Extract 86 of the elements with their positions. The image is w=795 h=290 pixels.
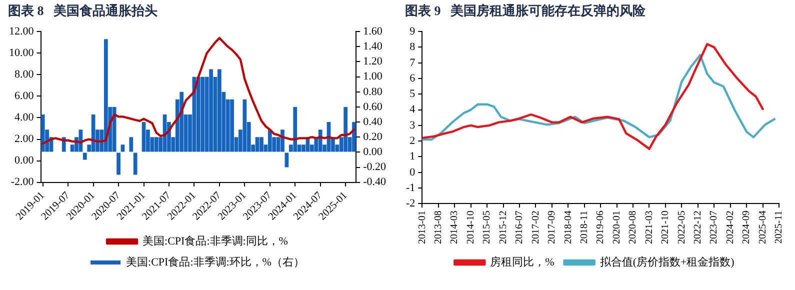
bar xyxy=(242,99,247,152)
legend-label: 美国:CPI食品:非季调:环比，%（右） xyxy=(126,255,304,268)
bar xyxy=(268,130,272,152)
y2-tick-label: 1.00 xyxy=(363,70,383,83)
x-tick-label: 2018-04 xyxy=(562,210,574,244)
y-tick-label: 0.00 xyxy=(14,154,34,167)
y-tick-label: 5 xyxy=(410,88,416,100)
bar xyxy=(293,106,298,152)
x-tick-label: 2024-09 xyxy=(741,210,752,244)
legend-label: 拟合值(房价指数+租金指数) xyxy=(600,255,735,268)
x-tick-label: 2024-02 xyxy=(724,210,736,244)
x-tick-label: 2021-03 xyxy=(644,210,655,244)
y-tick-label: 12.00 xyxy=(9,25,34,38)
x-tick-label: 2025-11 xyxy=(774,210,785,244)
chart-title: 图表 9 美国房租通胀可能存在反弹的风险 xyxy=(404,2,646,20)
y2-tick-label: 0.40 xyxy=(363,116,383,128)
y2-tick-label: 1.60 xyxy=(363,25,383,38)
x-tick-label: 2021-10 xyxy=(660,210,672,244)
y-tick-label: 9 xyxy=(410,25,416,38)
y-tick-label: 2.00 xyxy=(14,133,34,146)
y-tick-label: -1 xyxy=(406,182,416,194)
y-tick-label: 7 xyxy=(410,56,416,69)
bar xyxy=(196,76,200,152)
y-tick-label: -2.00 xyxy=(10,176,34,188)
y-tick-label: 8.00 xyxy=(14,68,34,81)
y-tick-label: 8 xyxy=(410,41,416,54)
x-tick-label: 2014-03 xyxy=(449,210,460,244)
legend-label: 房租同比，% xyxy=(490,255,554,268)
x-tick-label: 2020-01 xyxy=(611,210,622,244)
bar xyxy=(209,69,213,152)
y2-tick-label: 0.20 xyxy=(363,131,383,144)
y-tick-label: 6.00 xyxy=(14,90,34,102)
x-tick-label: 2018-11 xyxy=(578,210,590,244)
bar xyxy=(280,130,284,152)
y2-tick-label: -0.40 xyxy=(363,176,386,188)
bar xyxy=(180,92,184,152)
bar xyxy=(284,152,289,168)
bar xyxy=(230,99,234,152)
y2-tick-label: -0.20 xyxy=(363,161,386,174)
bar xyxy=(112,106,116,152)
x-tick-label: 2020-08 xyxy=(628,210,639,244)
y-tick-label: -2 xyxy=(406,198,416,210)
y-tick-label: 1 xyxy=(410,150,416,163)
y-tick-label: 3 xyxy=(410,119,416,132)
bar xyxy=(104,39,108,152)
x-tick-label: 2014-10 xyxy=(465,210,476,244)
bar xyxy=(129,137,134,152)
x-tick-label: 2023-07 xyxy=(708,210,720,244)
bar xyxy=(218,69,222,152)
x-tick-label: 2017-02 xyxy=(530,210,542,244)
x-tick-label: 2013-01 xyxy=(416,210,428,244)
x-tick-label: 2016-07 xyxy=(514,210,526,244)
bar xyxy=(344,106,348,152)
bar xyxy=(40,114,45,152)
y-tick-label: 0 xyxy=(410,166,416,178)
y2-tick-label: 0.80 xyxy=(363,86,383,98)
x-tick-label: 2022-05 xyxy=(676,210,688,244)
y2-tick-label: 1.20 xyxy=(363,56,383,68)
bar xyxy=(352,122,356,152)
y-tick-label: 6 xyxy=(410,72,416,84)
bar xyxy=(260,137,264,152)
bar xyxy=(133,152,138,175)
x-tick-label: 2017-09 xyxy=(546,210,558,244)
bar xyxy=(255,137,260,152)
legend-label: 美国:CPI食品:非季调:同比，% xyxy=(142,234,288,248)
bar xyxy=(154,137,158,152)
x-tick-label: 2019-06 xyxy=(595,210,606,244)
bar xyxy=(120,144,125,152)
y-tick-label: 2 xyxy=(410,134,416,147)
y2-tick-label: 0.00 xyxy=(363,146,383,158)
x-tick-label: 2022-12 xyxy=(692,210,704,244)
x-tick-label: 2025-04 xyxy=(757,210,768,244)
x-tick-label: 2013-08 xyxy=(433,210,444,244)
y2-tick-label: 1.40 xyxy=(363,40,383,53)
bar xyxy=(318,130,322,152)
bar xyxy=(142,122,146,152)
x-tick-label: 2015-12 xyxy=(498,210,509,244)
y2-tick-label: 0.60 xyxy=(363,100,383,113)
bar xyxy=(82,152,87,160)
y-tick-label: 4 xyxy=(410,104,416,116)
y-tick-label: 4.00 xyxy=(14,112,34,124)
y-tick-label: 10.00 xyxy=(9,47,34,60)
bar xyxy=(200,76,205,152)
chart-title: 图表 8 美国食品通胀抬头 xyxy=(7,2,158,20)
x-tick-label: 2015-05 xyxy=(482,210,493,244)
bar xyxy=(116,152,120,175)
